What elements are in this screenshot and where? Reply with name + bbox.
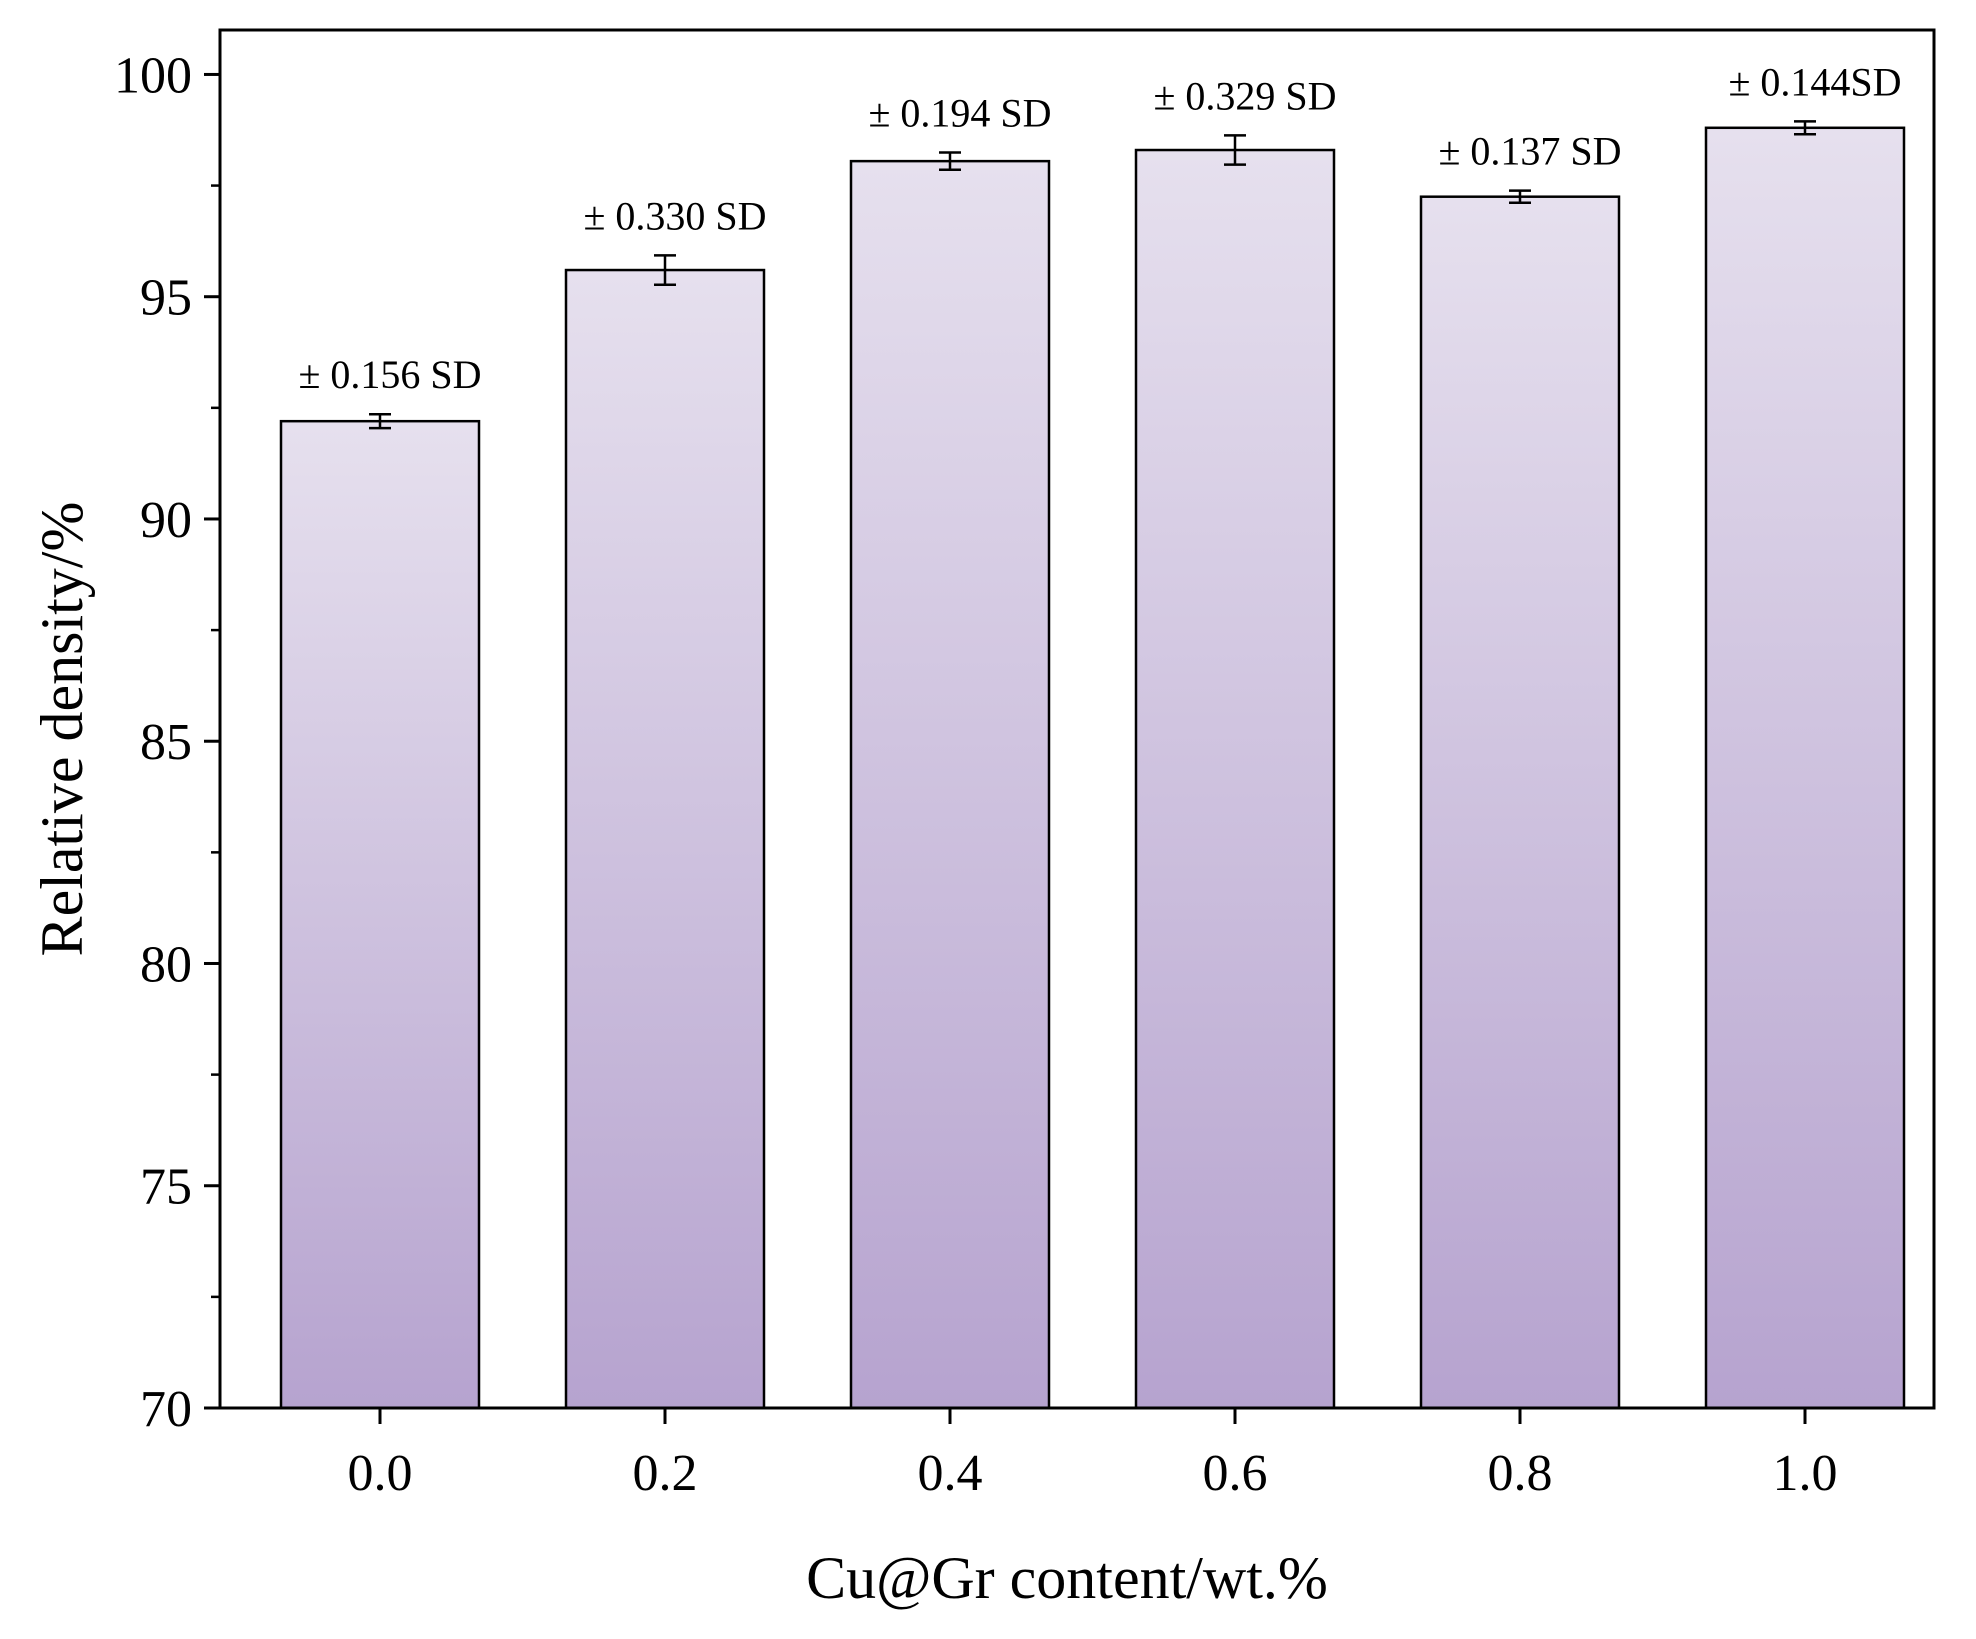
error-bars-layer <box>369 120 1816 430</box>
error-label-0.8: ± 0.137 SD <box>1438 129 1621 174</box>
y-tick-label: 85 <box>140 714 192 771</box>
error-bar-0.4 <box>939 151 961 172</box>
y-tick-label: 70 <box>140 1381 192 1438</box>
y-tick-label: 90 <box>140 492 192 549</box>
bar-0.2 <box>564 268 766 1410</box>
y-axis-ticks: 70 75 80 85 90 95 100 <box>114 47 220 1438</box>
x-axis-title: Cu@Gr content/wt.% <box>806 1545 1328 1611</box>
error-bar-0.8 <box>1509 189 1531 205</box>
error-label-0.0: ± 0.156 SD <box>298 352 481 397</box>
y-tick-label: 100 <box>114 47 192 104</box>
y-tick-label: 75 <box>140 1159 192 1216</box>
error-label-1.0: ± 0.144SD <box>1728 59 1901 104</box>
plot-frame <box>218 28 1936 1410</box>
error-label-0.6: ± 0.329 SD <box>1153 73 1336 118</box>
data-labels-layer: ± 0.156 SD ± 0.330 SD ± 0.194 SD ± 0.329 SD… <box>298 59 1901 397</box>
error-bar-0.0 <box>369 412 391 430</box>
x-axis-ticks: 0.0 0.2 0.4 0.6 0.8 1.0 <box>348 1408 1838 1502</box>
x-tick-label: 0.0 <box>348 1445 413 1502</box>
bar-0.6 <box>1134 148 1336 1410</box>
error-bar-0.6 <box>1224 134 1246 166</box>
error-bar-0.2 <box>654 254 676 286</box>
x-tick-label: 0.4 <box>918 1445 983 1502</box>
bar-0.4 <box>849 159 1051 1410</box>
bar-0.0 <box>279 419 481 1410</box>
x-tick-label: 1.0 <box>1773 1445 1838 1502</box>
x-tick-label: 0.6 <box>1203 1445 1268 1502</box>
bars-layer <box>279 126 1906 1410</box>
error-bar-1.0 <box>1794 120 1816 136</box>
error-label-0.2: ± 0.330 SD <box>583 193 766 238</box>
bar-1.0 <box>1704 126 1906 1410</box>
x-tick-label: 0.2 <box>633 1445 698 1502</box>
y-tick-label: 95 <box>140 270 192 327</box>
y-tick-label: 80 <box>140 936 192 993</box>
y-axis-title: Relative density/% <box>29 502 95 957</box>
error-label-0.4: ± 0.194 SD <box>868 91 1051 136</box>
x-tick-label: 0.8 <box>1488 1445 1553 1502</box>
bar-0.8 <box>1419 195 1621 1410</box>
